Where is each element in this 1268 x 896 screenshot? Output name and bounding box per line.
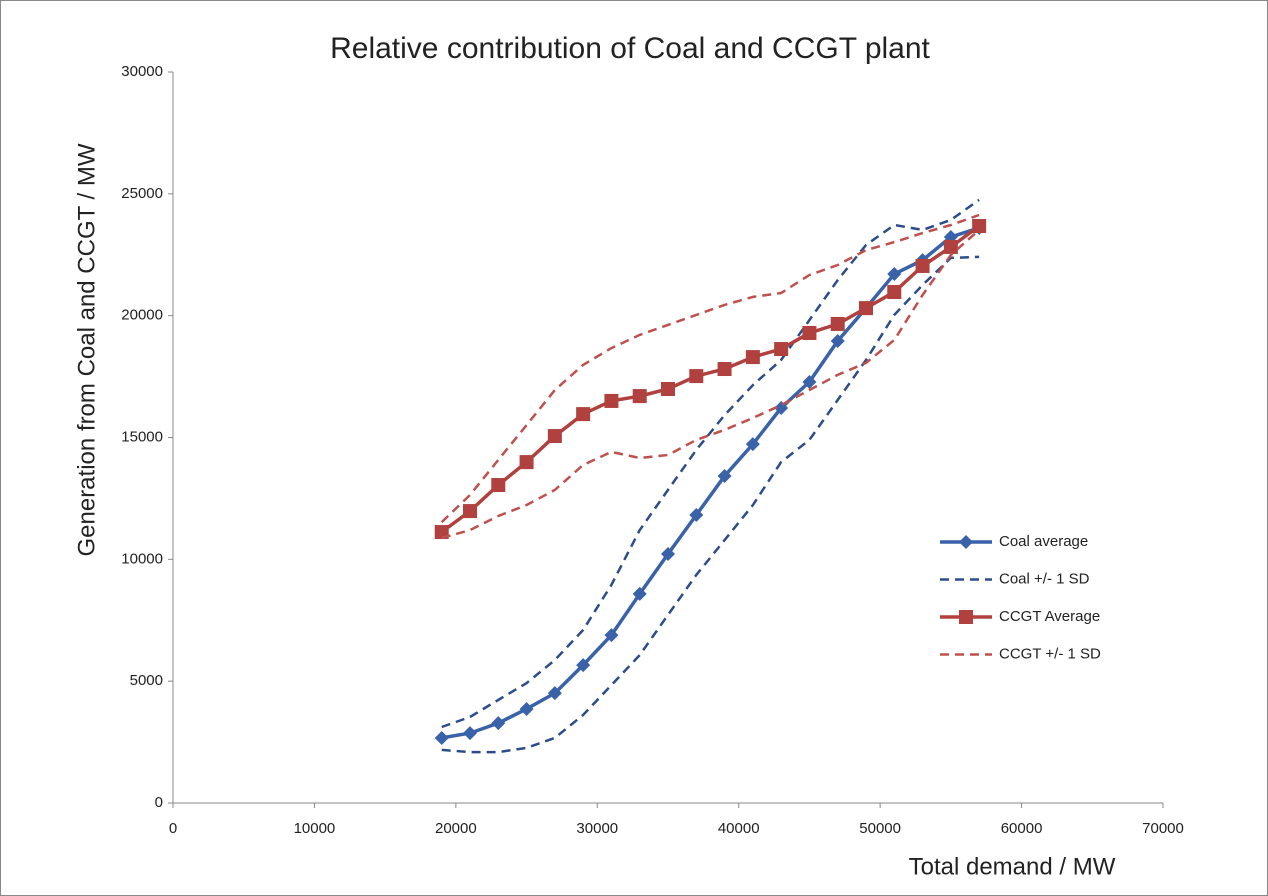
square-marker xyxy=(604,393,619,408)
square-marker xyxy=(802,325,817,340)
y-tick-label: 0 xyxy=(155,794,163,811)
diamond-marker xyxy=(689,507,704,522)
diamond-marker xyxy=(547,686,562,701)
legend-label: Coal average xyxy=(999,533,1088,550)
chart-title: Relative contribution of Coal and CCGT p… xyxy=(330,32,930,65)
sd-line xyxy=(440,213,980,524)
legend-label: CCGT Average xyxy=(999,608,1100,625)
square-marker xyxy=(463,504,477,519)
square-marker xyxy=(717,362,732,377)
square-marker xyxy=(972,218,987,233)
diamond-marker xyxy=(959,535,973,549)
diamond-marker xyxy=(519,701,534,716)
square-marker xyxy=(434,525,449,540)
x-tick-label: 50000 xyxy=(859,820,901,837)
diamond-marker xyxy=(830,334,845,349)
x-tick-label: 10000 xyxy=(294,820,336,837)
diamond-marker xyxy=(604,628,619,643)
x-tick-label: 30000 xyxy=(576,820,618,837)
y-tick-label: 20000 xyxy=(121,307,163,324)
square-marker xyxy=(547,429,562,444)
square-marker xyxy=(632,389,647,404)
x-tick-label: 0 xyxy=(169,820,177,837)
legend-label: Coal +/- 1 SD xyxy=(999,570,1090,587)
square-marker xyxy=(491,478,506,493)
y-tick-label: 10000 xyxy=(121,550,163,567)
square-marker xyxy=(689,369,704,384)
square-marker xyxy=(661,382,675,397)
y-tick-label: 25000 xyxy=(121,185,163,202)
x-tick-label: 20000 xyxy=(435,820,477,837)
square-marker xyxy=(774,342,789,357)
diamond-marker xyxy=(745,437,760,452)
y-axis-title: Generation from Coal and CCGT / MW xyxy=(73,143,100,556)
square-marker xyxy=(576,407,591,422)
square-marker xyxy=(943,239,958,254)
square-marker xyxy=(830,316,845,331)
average-line xyxy=(441,226,980,740)
legend: Coal average Coal +/- 1 SD CCGT Average CCG… xyxy=(940,533,1101,662)
diamond-marker xyxy=(632,586,647,601)
diamond-marker xyxy=(434,730,449,745)
square-marker xyxy=(887,285,902,300)
square-marker xyxy=(959,610,973,624)
y-tick-label: 5000 xyxy=(130,672,163,689)
y-tick-label: 30000 xyxy=(121,63,163,80)
diamond-marker xyxy=(717,468,732,483)
x-tick-label: 70000 xyxy=(1142,820,1184,837)
diamond-marker xyxy=(802,374,817,389)
square-marker xyxy=(915,258,930,273)
diamond-marker xyxy=(463,726,477,741)
x-tick-label: 40000 xyxy=(718,820,760,837)
sd-line xyxy=(441,198,980,729)
square-marker xyxy=(859,301,873,316)
diamond-marker xyxy=(491,716,506,731)
x-tick-label: 60000 xyxy=(1001,820,1043,837)
diamond-marker xyxy=(576,658,591,673)
square-marker xyxy=(519,455,534,470)
square-marker xyxy=(745,350,760,365)
diamond-marker xyxy=(887,266,902,281)
diamond-marker xyxy=(661,546,675,561)
y-tick-label: 15000 xyxy=(121,428,163,445)
sd-line xyxy=(441,255,980,754)
legend-label: CCGT +/- 1 SD xyxy=(999,645,1101,662)
sd-line xyxy=(441,228,980,540)
x-axis-title: Total demand / MW xyxy=(909,853,1116,880)
